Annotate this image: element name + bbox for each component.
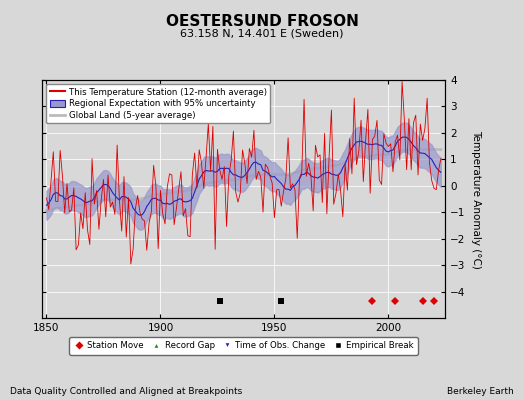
Text: OESTERSUND FROSON: OESTERSUND FROSON <box>166 14 358 29</box>
Legend: This Temperature Station (12-month average), Regional Expectation with 95% uncer: This Temperature Station (12-month avera… <box>46 84 270 123</box>
Text: Berkeley Earth: Berkeley Earth <box>447 387 514 396</box>
Legend: Station Move, Record Gap, Time of Obs. Change, Empirical Break: Station Move, Record Gap, Time of Obs. C… <box>69 337 418 355</box>
Y-axis label: Temperature Anomaly (°C): Temperature Anomaly (°C) <box>471 130 481 268</box>
Text: 63.158 N, 14.401 E (Sweden): 63.158 N, 14.401 E (Sweden) <box>180 28 344 38</box>
Text: Data Quality Controlled and Aligned at Breakpoints: Data Quality Controlled and Aligned at B… <box>10 387 243 396</box>
